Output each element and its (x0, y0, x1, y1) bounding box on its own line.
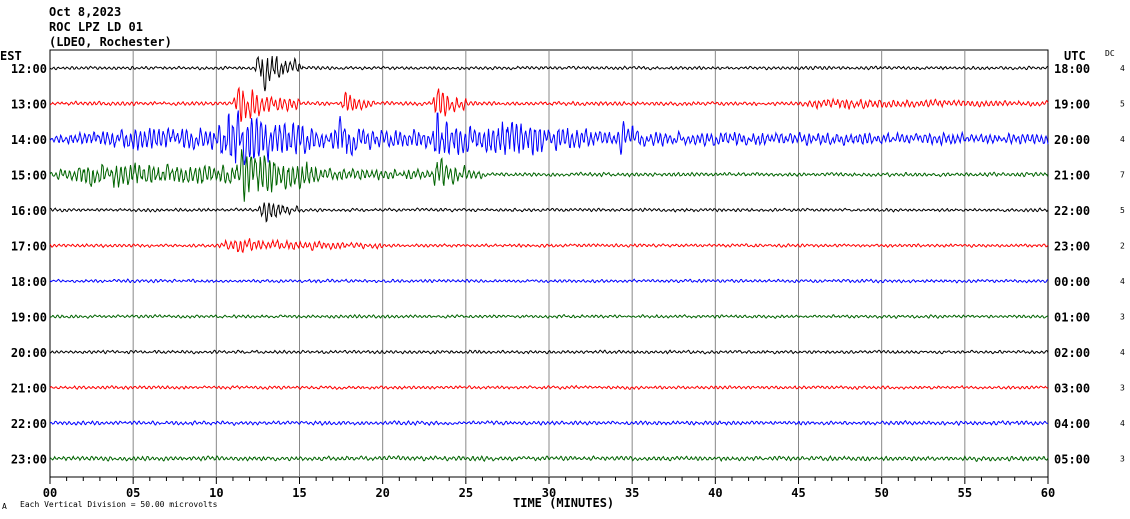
est-hour-label: 18:00 (11, 275, 47, 289)
x-tick-label: 05 (126, 486, 140, 500)
trace-row-1800 (49, 278, 1049, 284)
utc-hour-label: 00:00 (1054, 275, 1090, 289)
scale-note: Each Vertical Division = 50.00 microvolt… (20, 500, 218, 509)
x-tick-label: 30 (542, 486, 556, 500)
est-hour-label: 13:00 (11, 98, 47, 112)
utc-hour-label: 03:00 (1054, 382, 1090, 396)
dc-value: 4 (1120, 419, 1125, 428)
est-hour-label: 22:00 (11, 417, 47, 431)
trace-row-1200 (49, 55, 1049, 92)
dc-value: 2 (1120, 242, 1125, 251)
utc-hour-label: 21:00 (1054, 169, 1090, 183)
date-label: Oct 8,2023 (49, 5, 121, 19)
dc-value: 3 (1120, 313, 1125, 322)
utc-hour-label: 22:00 (1054, 204, 1090, 218)
utc-hour-label: 05:00 (1054, 453, 1090, 467)
utc-hour-label: 23:00 (1054, 240, 1090, 254)
x-tick-label: 15 (292, 486, 306, 500)
est-hour-label: 19:00 (11, 311, 47, 325)
dc-value: 4 (1120, 64, 1125, 73)
est-hour-label: 14:00 (11, 133, 47, 147)
trace-row-1300 (49, 86, 1049, 122)
x-tick-label: 10 (209, 486, 223, 500)
x-tick-label: 35 (625, 486, 639, 500)
utc-hour-label: 01:00 (1054, 311, 1090, 325)
dc-value: 4 (1120, 135, 1125, 144)
est-hour-label: 21:00 (11, 382, 47, 396)
x-tick-label: 55 (958, 486, 972, 500)
trace-row-1600 (49, 202, 1049, 223)
utc-hour-label: 04:00 (1054, 417, 1090, 431)
est-hour-label: 20:00 (11, 346, 47, 360)
right-timezone-label: UTC (1064, 49, 1086, 63)
dc-value: 3 (1120, 455, 1125, 464)
trace-row-1400 (49, 110, 1049, 166)
x-tick-label: 00 (43, 486, 57, 500)
x-tick-label: 40 (708, 486, 722, 500)
utc-hour-label: 02:00 (1054, 346, 1090, 360)
dc-value: 4 (1120, 277, 1125, 286)
utc-hour-label: 20:00 (1054, 133, 1090, 147)
left-timezone-label: EST (0, 49, 22, 63)
trace-row-1500 (49, 149, 1049, 202)
dc-value: 3 (1120, 384, 1125, 393)
trace-row-2200 (49, 419, 1048, 427)
trace-row-2300 (49, 454, 1049, 463)
x-axis-title: TIME (MINUTES) (513, 496, 614, 510)
network-label: (LDEO, Rochester) (49, 35, 172, 49)
trace-row-1700 (49, 238, 1049, 254)
x-tick-label: 20 (375, 486, 389, 500)
utc-hour-label: 18:00 (1054, 62, 1090, 76)
est-hour-label: 23:00 (11, 453, 47, 467)
station-label: ROC LPZ LD 01 (49, 20, 143, 34)
trace-row-2100 (49, 384, 1049, 391)
dc-value: 5 (1120, 206, 1125, 215)
dc-value: 4 (1120, 348, 1125, 357)
x-tick-label: 60 (1041, 486, 1055, 500)
dc-value: 5 (1120, 100, 1125, 109)
x-tick-label: 25 (459, 486, 473, 500)
trace-row-2000 (49, 349, 1049, 355)
trace-row-1900 (49, 313, 1049, 319)
est-hour-label: 17:00 (11, 240, 47, 254)
dc-value: 7 (1120, 171, 1125, 180)
dc-header: DC (1105, 49, 1115, 58)
est-hour-label: 16:00 (11, 204, 47, 218)
est-hour-label: 12:00 (11, 62, 47, 76)
x-tick-label: 45 (791, 486, 805, 500)
est-hour-label: 15:00 (11, 169, 47, 183)
x-tick-label: 50 (874, 486, 888, 500)
utc-hour-label: 19:00 (1054, 98, 1090, 112)
footer-mark: A (2, 502, 7, 511)
